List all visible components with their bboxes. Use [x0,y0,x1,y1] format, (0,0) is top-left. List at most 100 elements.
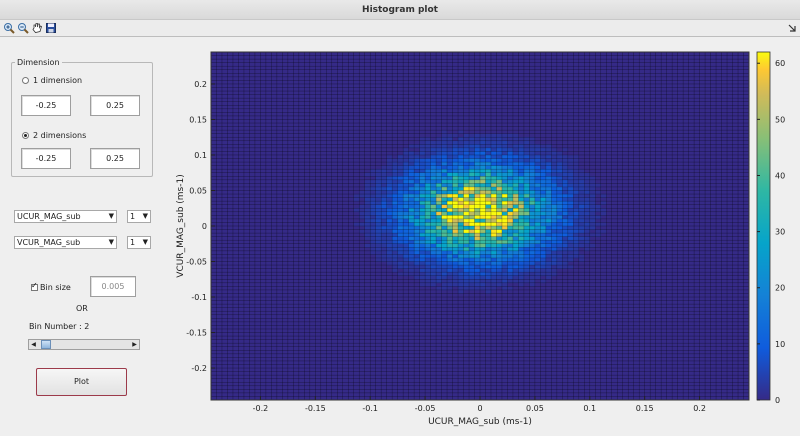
two-dim-min-input[interactable]: -0.25 [21,148,71,169]
x-tick-label: 0.2 [693,404,706,413]
radio-indicator-selected[interactable] [22,132,29,139]
heatmap-cell [529,268,536,273]
heatmap-cell [425,229,431,234]
heatmap-cell [447,165,453,170]
heatmap-cell [545,204,552,209]
heatmap-cell [463,190,470,195]
heatmap-cell [518,176,525,181]
x-variable-select[interactable]: UCUR_MAG_sub ▼ [14,210,117,223]
heatmap-cell [589,190,596,195]
zoom-in-icon[interactable] [3,22,15,34]
heatmap-cell [562,233,569,237]
heatmap-cell [507,197,514,202]
bin-size-checkbox[interactable]: Bin size [31,281,71,292]
heatmap-cell [485,140,492,145]
heatmap-cell [512,151,519,156]
heatmap-cell [584,183,591,188]
heatmap-cell [425,226,431,230]
heatmap-cell [452,179,459,184]
heatmap-cell [501,194,508,198]
heatmap-cell [485,211,492,216]
heatmap-cell [430,147,437,152]
heatmap-cell [518,257,525,262]
heatmap-cell [403,226,409,230]
heatmap-cell [403,257,409,262]
heatmap-cell [529,179,536,184]
save-disk-icon[interactable] [45,22,57,34]
heatmap-cell [452,186,459,191]
heatmap-cell [507,247,514,252]
heatmap-cell [392,247,398,252]
heatmap-cell [518,282,525,287]
heatmap-cell [578,254,585,259]
heatmap-cell [523,190,530,195]
heatmap-cell [381,194,387,198]
heatmap-cell [523,144,530,149]
heatmap-cell [518,222,525,227]
checkbox-indicator[interactable] [31,281,38,291]
radio-indicator[interactable] [22,77,29,84]
heatmap-cell [386,261,393,266]
heatmap-cell [386,169,393,174]
heatmap-cell [447,226,453,230]
x-index-select[interactable]: 1 ▼ [127,210,151,223]
heatmap-cell [534,226,541,230]
heatmap-cell [534,151,541,156]
heatmap-cell [529,204,536,209]
heatmap-cell [452,240,459,245]
heatmap-cell [425,186,431,191]
two-dim-max-input[interactable]: 0.25 [90,148,140,169]
one-dim-min-input[interactable]: -0.25 [21,95,71,116]
heatmap-cell [408,158,415,163]
heatmap-cell [474,247,481,252]
slider-thumb[interactable] [41,340,51,349]
one-dim-max-input[interactable]: 0.25 [90,95,140,116]
slider-right-arrow-icon[interactable]: ▶ [132,341,137,348]
pan-hand-icon[interactable] [31,22,43,34]
dock-arrow-icon[interactable] [787,23,797,33]
heatmap-cell [480,226,486,230]
heatmap-cell [490,233,497,237]
slider-left-arrow-icon[interactable]: ◀ [31,341,36,348]
heatmap-cell [501,165,508,170]
heatmap-cell [551,162,558,166]
bin-size-input[interactable]: 0.005 [90,276,136,297]
heatmap-cell [534,265,541,269]
heatmap-cell [375,208,382,213]
heatmap-cell [430,236,437,241]
heatmap-cell [441,154,448,159]
heatmap-cell [397,229,404,234]
heatmap-cell [414,183,420,188]
heatmap-cell [469,243,475,248]
heatmap-cell [408,172,415,177]
heatmap-cell [551,233,558,237]
heatmap-cell [430,158,437,163]
plot-button[interactable]: Plot [36,368,127,396]
heatmap-cell [425,254,431,259]
heatmap-cell [392,243,398,248]
heatmap-cell [425,222,431,227]
heatmap-cell [518,275,525,280]
heatmap-cell [490,162,497,166]
heatmap-cell [562,179,569,184]
heatmap-cell [490,286,497,291]
heatmap-cell [452,204,459,209]
heatmap-cell [551,265,558,269]
heatmap-cell [441,204,448,209]
bin-number-slider[interactable]: ◀ ▶ [28,339,140,350]
heatmap-cell [441,147,448,152]
heatmap-cell [430,183,437,188]
heatmap-cell [474,165,481,170]
y-index-select[interactable]: 1 ▼ [127,236,151,249]
one-dimension-radio[interactable]: 1 dimension [22,76,82,85]
heatmap-cell [375,169,382,174]
heatmap-cell [496,190,503,195]
zoom-out-icon[interactable] [17,22,29,34]
x-tick-label: 0.1 [583,404,596,413]
two-dimensions-radio[interactable]: 2 dimensions [22,131,86,140]
heatmap-cell [408,165,415,170]
heatmap-cell [441,133,448,138]
y-variable-select[interactable]: VCUR_MAG_sub ▼ [14,236,117,249]
heatmap-cell [359,190,366,195]
heatmap-cell [397,169,404,174]
